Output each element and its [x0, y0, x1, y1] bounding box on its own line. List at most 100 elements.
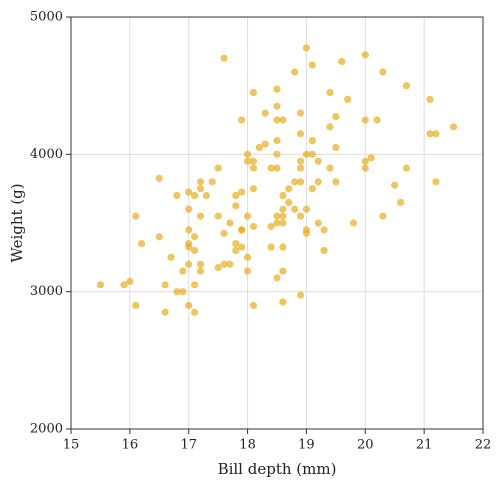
point	[243, 150, 252, 158]
x-axis-label: Bill depth (mm)	[218, 460, 337, 478]
point	[291, 68, 299, 76]
point	[196, 267, 205, 275]
point	[402, 164, 411, 172]
point	[308, 185, 316, 193]
point	[361, 116, 369, 124]
point	[332, 143, 340, 152]
point	[314, 157, 322, 165]
point	[361, 51, 369, 59]
point	[379, 212, 387, 220]
point	[279, 116, 287, 124]
point	[379, 68, 387, 76]
point	[273, 116, 281, 124]
point	[132, 301, 140, 309]
point	[432, 178, 440, 186]
point	[208, 178, 216, 186]
point	[243, 267, 252, 275]
point	[161, 281, 169, 289]
x-tick-label: 15	[63, 438, 80, 453]
point	[155, 174, 163, 182]
point	[273, 102, 281, 110]
point	[426, 130, 434, 138]
point	[185, 226, 193, 234]
point	[373, 116, 381, 124]
point	[220, 54, 228, 62]
point	[191, 281, 199, 289]
point	[191, 233, 199, 241]
point	[279, 219, 287, 227]
point	[320, 246, 328, 255]
point	[273, 150, 281, 158]
x-tick-label: 22	[475, 438, 492, 453]
point	[279, 205, 287, 213]
point	[302, 229, 311, 237]
point	[214, 212, 222, 220]
point	[196, 178, 205, 186]
point	[273, 219, 281, 227]
point	[185, 205, 193, 213]
point	[273, 137, 281, 145]
point	[232, 202, 240, 210]
point	[196, 212, 205, 220]
point	[296, 212, 305, 220]
point	[296, 157, 305, 165]
point	[226, 219, 234, 227]
point	[326, 164, 334, 172]
point	[249, 164, 258, 172]
point	[238, 226, 246, 234]
point	[273, 212, 281, 220]
point	[261, 109, 269, 117]
point	[432, 130, 440, 138]
point	[243, 157, 252, 165]
point	[96, 281, 105, 289]
y-tick-label: 3000	[30, 284, 63, 299]
point	[220, 260, 228, 268]
y-tick-label: 2000	[30, 422, 63, 437]
point	[196, 185, 205, 193]
point	[302, 205, 311, 213]
point	[296, 164, 305, 172]
point	[320, 226, 328, 234]
point	[191, 308, 199, 316]
point	[296, 178, 305, 186]
point	[191, 246, 199, 255]
point	[302, 44, 311, 52]
point	[279, 243, 287, 251]
point	[267, 222, 275, 231]
point	[285, 185, 293, 193]
point	[332, 178, 340, 186]
x-tick-label: 19	[298, 438, 315, 453]
point	[296, 291, 305, 299]
point	[202, 191, 210, 200]
point	[161, 308, 169, 316]
point	[155, 233, 163, 241]
y-tick-label: 5000	[30, 10, 63, 25]
point	[449, 123, 458, 131]
point	[267, 164, 275, 172]
point	[273, 274, 281, 282]
point	[279, 267, 287, 275]
point	[179, 267, 187, 275]
y-tick-label: 4000	[30, 147, 63, 162]
point	[185, 260, 193, 268]
point	[185, 301, 193, 309]
point	[249, 157, 258, 165]
x-tick-label: 20	[357, 438, 374, 453]
x-tick-label: 18	[239, 438, 256, 453]
point	[214, 164, 222, 172]
point	[391, 181, 399, 189]
point	[296, 130, 305, 138]
point	[296, 109, 305, 117]
point	[214, 264, 222, 272]
point	[255, 143, 263, 152]
point	[238, 188, 246, 196]
point	[402, 82, 411, 90]
x-tick-label: 21	[416, 438, 433, 453]
point	[308, 137, 316, 145]
point	[249, 88, 258, 97]
y-axis-label: Weight (g)	[8, 183, 26, 262]
point	[232, 191, 240, 200]
point	[261, 140, 269, 148]
point	[308, 61, 316, 69]
